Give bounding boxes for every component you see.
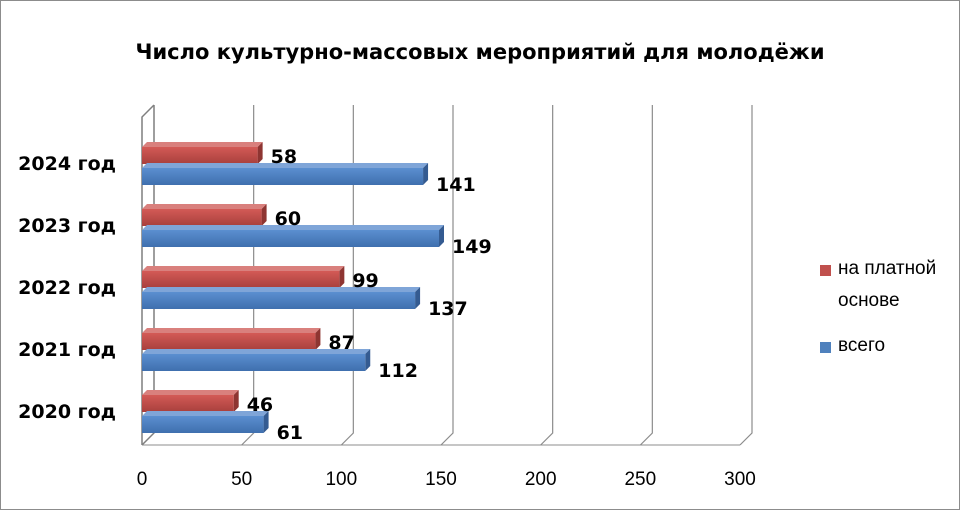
bar-total [142, 411, 269, 433]
legend-swatch-total [820, 342, 831, 353]
category-label: 2020 год [18, 401, 116, 423]
x-tick-label: 200 [525, 469, 557, 490]
bar-paid [142, 390, 239, 412]
category-label: 2022 год [18, 277, 116, 299]
gridline [540, 105, 554, 446]
data-label-total: 61 [277, 422, 303, 444]
data-label-paid: 87 [328, 332, 354, 354]
legend-label-paid-line2: основе [838, 290, 900, 311]
chart-title: Число культурно-массовых мероприятий для… [135, 40, 825, 64]
data-label-paid: 58 [271, 146, 297, 168]
bar-paid [142, 204, 267, 226]
bar-total [142, 163, 429, 185]
data-label-total: 149 [452, 236, 492, 258]
gridline [340, 105, 354, 446]
x-tick-label: 300 [724, 469, 756, 490]
x-tick-label: 100 [325, 469, 357, 490]
category-label: 2024 год [18, 153, 116, 175]
data-label-total: 137 [428, 298, 468, 320]
x-tick-label: 150 [425, 469, 457, 490]
bar-total [142, 225, 445, 247]
x-tick-label: 0 [137, 469, 148, 490]
bar-total [142, 349, 371, 371]
data-label-total: 112 [378, 360, 418, 382]
gridline [440, 105, 454, 446]
gridline [739, 105, 753, 446]
category-label: 2021 год [18, 339, 116, 361]
gridline [639, 105, 653, 446]
bar-paid [142, 266, 345, 288]
data-label-paid: 46 [247, 394, 273, 416]
data-label-paid: 99 [352, 270, 378, 292]
bar-paid [142, 328, 321, 350]
legend-label-total: всего [838, 335, 886, 356]
x-tick-label: 250 [624, 469, 656, 490]
category-label: 2023 год [18, 215, 116, 237]
legend-label-paid-line1: на платной [838, 258, 937, 279]
bar-total [142, 287, 421, 309]
x-tick-label: 50 [231, 469, 252, 490]
bar-paid [142, 142, 263, 164]
data-label-total: 141 [436, 174, 476, 196]
legend-swatch-paid [820, 265, 831, 276]
data-label-paid: 60 [275, 208, 301, 230]
